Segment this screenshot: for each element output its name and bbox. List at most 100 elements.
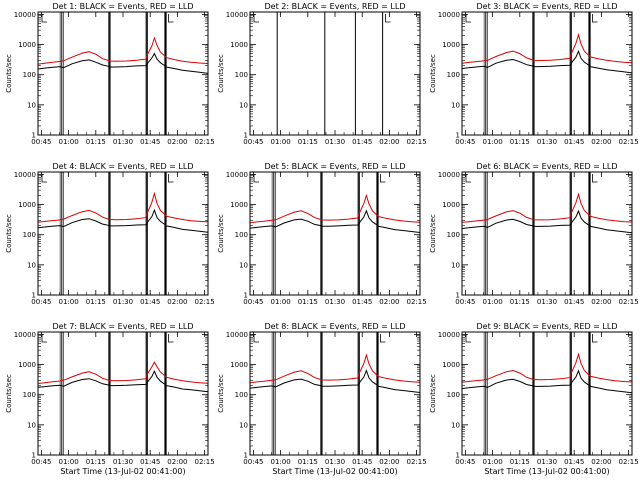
corner-mark [592,334,598,343]
x-tick-label: 00:45 [455,138,475,146]
panel-title: Det 9: BLACK = Events, RED = LLD [477,322,618,331]
x-tick-label: 01:45 [564,298,584,306]
y-axis-label: Counts/sec [5,374,13,413]
y-tick-label: 100 [447,231,460,239]
x-tick-label: 02:00 [167,298,187,306]
x-tick-label: 01:45 [564,138,584,146]
panel-title: Det 3: BLACK = Events, RED = LLD [477,2,618,11]
y-tick-label: 10000 [438,331,460,339]
corner-mark [168,334,174,343]
x-tick-label: 01:00 [59,458,79,466]
x-tick-label: 02:15 [195,138,215,146]
y-tick-label: 10000 [14,11,36,19]
x-tick-label: 02:00 [167,138,187,146]
corner-mark [592,14,598,23]
x-axis-label: Start Time (13-Jul-02 00:41:00) [272,467,397,476]
y-tick-label: 100 [235,231,248,239]
corner-mark [41,334,47,343]
x-tick-label: 00:45 [243,298,263,306]
x-tick-label: 01:00 [483,298,503,306]
detector-panel: Det 9: BLACK = Events, RED = LLD Counts/s… [429,322,639,476]
x-tick-label: 01:45 [140,298,160,306]
panel-title: Det 1: BLACK = Events, RED = LLD [53,2,194,11]
panel-title: Det 8: BLACK = Events, RED = LLD [265,322,406,331]
corner-mark [380,334,386,343]
events-series-line [37,52,209,74]
y-tick-label: 1000 [442,41,460,49]
x-tick-label: 00:45 [31,298,51,306]
x-tick-label: 02:00 [379,458,399,466]
y-tick-label: 1 [32,452,36,460]
events-series-line [37,369,209,393]
y-tick-label: 1000 [230,201,248,209]
y-tick-label: 10000 [14,331,36,339]
x-tick-label: 02:00 [167,458,187,466]
x-tick-label: 01:00 [271,138,291,146]
x-tick-label: 01:30 [325,458,345,466]
x-axis-label: Start Time (13-Jul-02 00:41:00) [484,467,609,476]
x-tick-label: 01:15 [86,458,106,466]
corner-mark [380,174,386,183]
x-tick-label: 02:00 [379,138,399,146]
y-tick-label: 10000 [438,171,460,179]
y-tick-label: 100 [447,391,460,399]
y-tick-label: 1 [456,292,460,300]
y-tick-label: 1000 [18,41,36,49]
x-tick-label: 01:15 [510,138,530,146]
panel-title: Det 2: BLACK = Events, RED = LLD [265,2,406,11]
x-axis-label: Start Time (13-Jul-02 00:41:00) [60,467,185,476]
events-series-line [37,208,209,233]
x-tick-label: 01:30 [113,298,133,306]
panel-title: Det 5: BLACK = Events, RED = LLD [265,162,406,171]
x-tick-label: 02:15 [195,298,215,306]
x-tick-label: 02:00 [379,298,399,306]
x-tick-label: 01:00 [483,138,503,146]
panel-title: Det 4: BLACK = Events, RED = LLD [53,162,194,171]
corner-mark [168,14,174,23]
y-axis-label: Counts/sec [429,54,437,93]
x-tick-label: 01:00 [59,138,79,146]
corner-mark [41,14,47,23]
x-tick-label: 01:30 [537,298,557,306]
detector-panel: Det 6: BLACK = Events, RED = LLD Counts/s… [429,162,639,306]
y-tick-label: 10 [27,261,36,269]
plot-frame [249,11,421,136]
events-series-line [461,209,633,234]
y-tick-label: 10 [239,261,248,269]
detector-panel: Det 5: BLACK = Events, RED = LLD Counts/s… [217,162,427,306]
x-tick-label: 01:30 [537,458,557,466]
detector-panel: Det 3: BLACK = Events, RED = LLD Counts/s… [429,2,639,146]
x-tick-label: 02:15 [407,298,427,306]
detector-panel: Det 7: BLACK = Events, RED = LLD Counts/s… [5,322,215,476]
x-tick-label: 01:45 [564,458,584,466]
x-tick-label: 02:15 [195,458,215,466]
y-tick-label: 10000 [14,171,36,179]
x-tick-label: 00:45 [455,458,475,466]
y-tick-label: 1000 [230,361,248,369]
y-axis-label: Counts/sec [5,214,13,253]
x-tick-label: 01:45 [352,138,372,146]
corner-mark [168,174,174,183]
x-tick-label: 01:00 [483,458,503,466]
lld-series-line [249,193,421,224]
corner-mark [253,174,259,183]
x-tick-label: 01:45 [352,458,372,466]
x-tick-label: 02:00 [591,458,611,466]
y-axis-label: Counts/sec [217,214,225,253]
events-series-line [249,209,421,233]
y-tick-label: 1000 [230,41,248,49]
y-tick-label: 10000 [226,11,248,19]
x-tick-label: 02:00 [591,298,611,306]
x-tick-label: 01:30 [537,138,557,146]
corner-mark [592,174,598,183]
x-tick-label: 01:15 [510,298,530,306]
y-tick-label: 1 [456,452,460,460]
lld-series-line [37,191,209,223]
y-tick-label: 1 [244,452,248,460]
y-tick-label: 1000 [18,361,36,369]
x-tick-label: 01:45 [140,458,160,466]
y-axis-label: Counts/sec [217,54,225,93]
corner-mark [385,14,391,23]
lld-series-line [37,361,209,384]
